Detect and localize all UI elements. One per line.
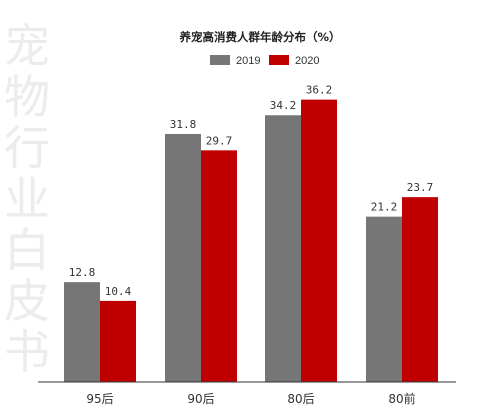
x-tick-label: 95后: [86, 392, 113, 406]
x-tick-label: 90后: [187, 392, 214, 406]
watermark-char: 皮: [4, 274, 50, 328]
value-label-2019-2: 34.2: [270, 99, 297, 112]
value-labels: 12.8 10.4 31.8 29.7 34.2 36.2 21.2 23.7: [69, 84, 434, 298]
value-label-2019-0: 12.8: [69, 266, 96, 279]
bars: [64, 99, 438, 383]
x-tick-label: 80前: [388, 391, 415, 406]
value-label-2020-2: 36.2: [306, 84, 333, 97]
watermark-char: 业: [4, 172, 50, 226]
legend-label-2020: 2020: [295, 55, 319, 67]
legend-swatch-2020: [269, 55, 289, 65]
watermark-char: 宠: [4, 19, 50, 73]
bar-2020-0: [100, 300, 136, 382]
chart-title: 养宠高消费人群年龄分布（%）: [178, 30, 340, 44]
legend: 2019 2020: [210, 55, 319, 67]
value-label-2019-1: 31.8: [170, 118, 197, 131]
bar-2019-2: [265, 115, 301, 383]
bar-2019-3: [366, 216, 402, 382]
value-label-2020-3: 23.7: [407, 181, 434, 194]
value-label-2020-1: 29.7: [206, 134, 233, 147]
legend-swatch-2019: [210, 55, 230, 65]
bar-2020-3: [402, 197, 438, 382]
watermark-char: 白: [4, 223, 50, 277]
bar-2020-2: [301, 99, 337, 382]
bar-2019-0: [64, 282, 100, 382]
x-tick-label: 80后: [287, 392, 314, 406]
x-tick-labels: 95后 90后 80后 80前: [86, 391, 415, 406]
bar-2020-1: [201, 150, 237, 382]
value-label-2020-0: 10.4: [105, 285, 132, 298]
value-label-2019-3: 21.2: [371, 201, 398, 214]
watermark-char: 物: [4, 70, 50, 124]
watermark-char: 行: [4, 121, 50, 175]
watermark-char: 书: [4, 325, 50, 379]
bar-2019-1: [165, 133, 201, 382]
legend-label-2019: 2019: [236, 55, 260, 67]
